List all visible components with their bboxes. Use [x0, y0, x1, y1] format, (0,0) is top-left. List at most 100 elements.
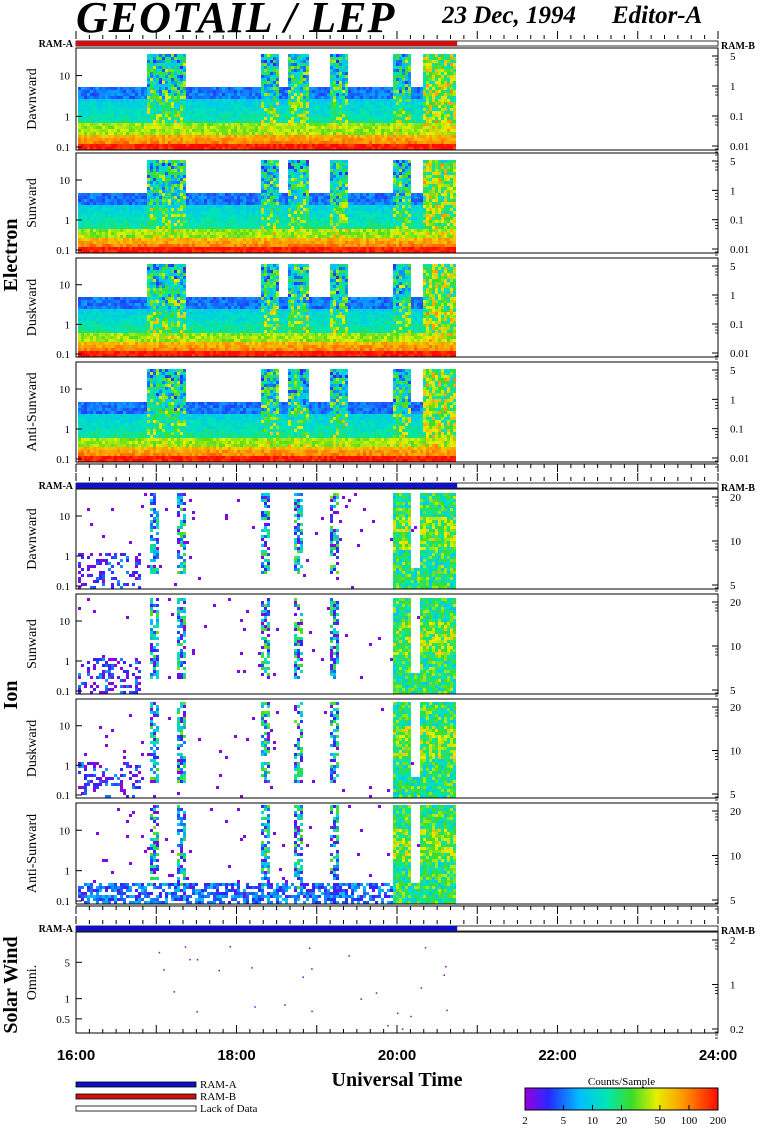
electron-anti-sunward-rtick: 1 [730, 394, 736, 406]
electron-duskward-rtick: 0.1 [730, 319, 744, 331]
ion-sunward-rtick: 5 [730, 685, 736, 697]
electron-anti-sunward-ytick: 0.1 [56, 454, 70, 466]
electron-duskward-label: Duskward [25, 279, 40, 337]
legend-swatch [76, 1082, 196, 1087]
ion-duskward-label: Duskward [25, 720, 40, 778]
electron-label: Electron [0, 219, 22, 292]
electron-dawnward-rtick: 1 [730, 81, 736, 93]
solar-wind-omni-label: Omni. [25, 965, 40, 1000]
ion-dawnward-label: Dawnward [25, 508, 40, 569]
electron-dawnward-ytick: 1 [65, 111, 71, 123]
electron-anti-sunward-ytick: 10 [59, 384, 71, 396]
colorbar-tick: 2 [522, 1115, 528, 1127]
colorbar-tick: 200 [710, 1115, 727, 1127]
x-tick-label: 16:00 [57, 1047, 95, 1064]
ion-sunward-ytick: 1 [65, 656, 71, 668]
colorbar-title: Counts/Sample [588, 1076, 655, 1088]
ion-anti-sunward-rtick: 20 [730, 806, 742, 818]
electron-anti-sunward-rtick: 5 [730, 365, 736, 377]
electron-sunward-panel: Sunward 10 1 0.1 5 1 0.1 0.01 [25, 153, 749, 258]
electron-anti-sunward-rtick: 0.01 [730, 453, 749, 465]
x-tick-label: 24:00 [699, 1047, 737, 1064]
electron-sunward-ytick: 1 [65, 215, 71, 227]
electron-sunward-rtick: 0.1 [730, 215, 744, 227]
colorbar-tick: 20 [616, 1115, 628, 1127]
ion-label: Ion [0, 681, 22, 710]
electron-duskward-rtick: 0.01 [730, 348, 749, 360]
ion-duskward-rtick: 10 [730, 746, 742, 758]
ion-dawnward-rtick: 5 [730, 580, 736, 592]
electron-dawnward-ytick: 10 [59, 71, 71, 83]
colorbar-tick: 50 [654, 1115, 666, 1127]
solar-wind-label: Solar Wind [0, 936, 22, 1033]
electron-dawnward-rtick: 0.01 [730, 141, 749, 153]
ion-dawnward-ytick: 1 [65, 551, 71, 563]
electron-duskward-rtick: 5 [730, 261, 736, 273]
electron-sunward-rtick: 1 [730, 185, 736, 197]
ion-sunward-ytick: 0.1 [56, 686, 70, 698]
electron-anti-sunward-panel: Anti-Sunward 10 1 0.1 5 1 0.1 0.01 [25, 362, 749, 467]
solar-wind-omni-frame [76, 932, 718, 1033]
electron-dawnward-rtick: 5 [730, 51, 736, 63]
electron-ram-b-label: RAM-B [721, 41, 755, 52]
solar-wind-omni-rtick: 1 [730, 980, 736, 992]
ion-dawnward-rtick: 20 [730, 492, 742, 504]
ion-duskward-ytick: 0.1 [56, 790, 70, 802]
ion-anti-sunward-rtick: 5 [730, 895, 736, 907]
electron-sunward-ytick: 10 [59, 175, 71, 187]
legend-label: RAM-A [200, 1079, 237, 1091]
ion-sunward-label: Sunward [25, 619, 40, 669]
colorbar-tick: 10 [587, 1115, 599, 1127]
ion-duskward-ytick: 1 [65, 760, 71, 772]
electron-sunward-ytick: 0.1 [56, 245, 70, 257]
legend-swatch [76, 1094, 196, 1099]
electron-duskward-ytick: 1 [65, 319, 71, 331]
legend-swatch [76, 1106, 196, 1111]
electron-dawnward-ytick: 0.1 [56, 142, 70, 154]
legend-label: RAM-B [200, 1091, 236, 1103]
electron-anti-sunward-ytick: 1 [65, 424, 71, 436]
x-tick-label: 20:00 [378, 1047, 416, 1064]
ion-anti-sunward-ytick: 1 [65, 866, 71, 878]
electron-ram-bar [76, 41, 457, 46]
ion-anti-sunward-ytick: 10 [59, 825, 71, 837]
electron-ram-a-label: RAM-A [39, 39, 74, 50]
solar-wind-ram-bar [76, 926, 457, 931]
x-tick-label: 22:00 [538, 1047, 576, 1064]
solar-wind-omni-rtick: 2 [730, 935, 736, 947]
solar-wind-omni-ytick: 0.5 [56, 1014, 70, 1026]
solar-wind-omni-ytick: 1 [65, 994, 71, 1006]
electron-sunward-rtick: 0.01 [730, 244, 749, 256]
ion-sunward-rtick: 10 [730, 641, 742, 653]
electron-dawnward-rtick: 0.1 [730, 111, 744, 123]
solar-wind-omni-ytick: 5 [65, 957, 71, 969]
x-axis-label: Universal Time [332, 1069, 463, 1091]
ion-dawnward-rtick: 10 [730, 536, 742, 548]
x-tick-label: 18:00 [217, 1047, 255, 1064]
ion-dawnward-ytick: 10 [59, 511, 71, 523]
ion-duskward-ytick: 10 [59, 721, 71, 733]
electron-anti-sunward-rtick: 0.1 [730, 424, 744, 436]
electron-anti-sunward-label: Anti-Sunward [25, 372, 40, 451]
electron-duskward-ytick: 0.1 [56, 349, 70, 361]
electron-duskward-rtick: 1 [730, 290, 736, 302]
electron-sunward-rtick: 5 [730, 156, 736, 168]
solar-wind-ram-a-label: RAM-A [39, 924, 74, 935]
ion-sunward-rtick: 20 [730, 597, 742, 609]
electron-sunward-label: Sunward [25, 178, 40, 228]
ion-ram-bar [76, 483, 457, 488]
ion-duskward-rtick: 20 [730, 702, 742, 714]
colorbar-tick: 100 [681, 1115, 698, 1127]
ion-ram-a-label: RAM-A [39, 481, 74, 492]
